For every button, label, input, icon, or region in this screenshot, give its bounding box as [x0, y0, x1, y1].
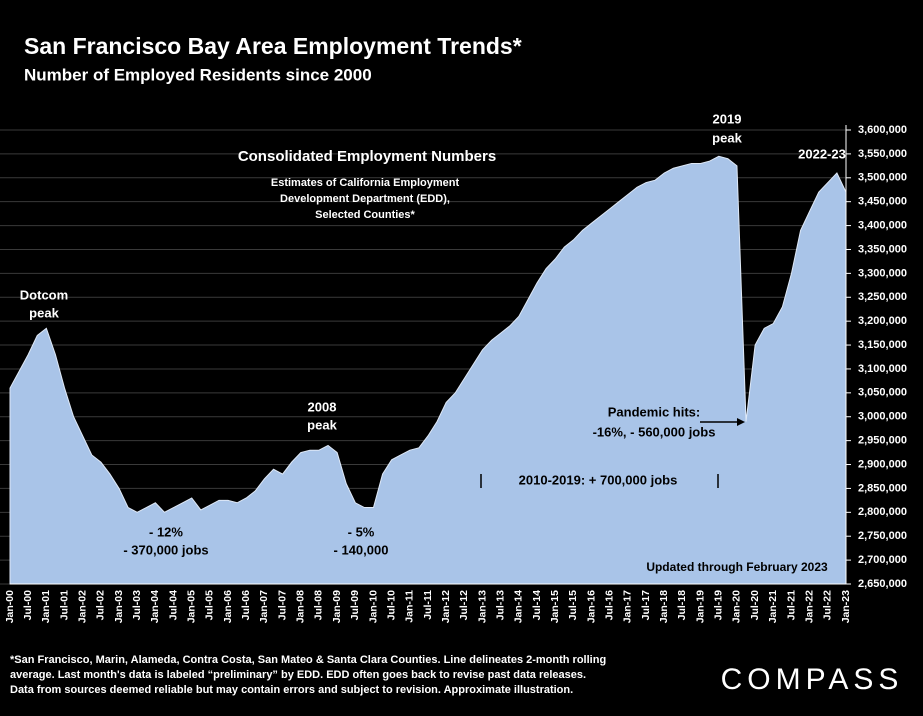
y-tick-label: 2,900,000 — [858, 458, 907, 470]
x-tick-label: Jan-10 — [367, 590, 379, 623]
x-tick-label: Jan-22 — [803, 590, 815, 623]
y-tick-label: 3,550,000 — [858, 148, 907, 160]
x-tick-label: Jan-17 — [622, 590, 634, 623]
x-tick-label: Jan-09 — [331, 590, 343, 623]
annotation: peak — [307, 417, 337, 432]
x-tick-label: Jul-22 — [822, 590, 834, 621]
x-tick-label: Jul-18 — [676, 590, 688, 621]
x-tick-label: Jan-14 — [513, 590, 525, 623]
annotation: Consolidated Employment Numbers — [238, 148, 496, 165]
y-tick-label: 3,600,000 — [858, 124, 907, 136]
y-tick-label: 2,800,000 — [858, 506, 907, 518]
x-tick-label: Jul-00 — [22, 590, 34, 621]
x-tick-label: Jul-03 — [131, 590, 143, 621]
chart-title: San Francisco Bay Area Employment Trends… — [24, 33, 522, 59]
x-tick-label: Jan-21 — [767, 590, 779, 623]
x-tick-label: Jan-15 — [549, 590, 561, 623]
x-tick-label: Jan-05 — [186, 590, 198, 623]
x-tick-label: Jul-16 — [604, 590, 616, 621]
footnote: average. Last month's data is labeled “p… — [10, 669, 586, 681]
x-tick-label: Jul-19 — [713, 590, 725, 621]
y-tick-label: 2,750,000 — [858, 530, 907, 542]
x-tick-label: Jan-01 — [40, 590, 52, 623]
y-tick-label: 3,250,000 — [858, 291, 907, 303]
y-tick-label: 3,350,000 — [858, 243, 907, 255]
x-tick-label: Jan-20 — [731, 590, 743, 623]
x-tick-label: Jul-09 — [349, 590, 361, 621]
x-tick-label: Jul-02 — [95, 590, 107, 621]
y-tick-label: 3,150,000 — [858, 339, 907, 351]
x-tick-label: Jan-19 — [694, 590, 706, 623]
x-tick-label: Jan-03 — [113, 590, 125, 623]
y-tick-label: 3,500,000 — [858, 172, 907, 184]
annotation: 2008 — [308, 399, 337, 414]
x-tick-label: Jul-04 — [167, 590, 179, 621]
y-tick-label: 2,950,000 — [858, 435, 907, 447]
annotation: 2010-2019: + 700,000 jobs — [519, 472, 678, 487]
x-tick-label: Jan-00 — [4, 590, 16, 623]
footnote: *San Francisco, Marin, Alameda, Contra C… — [10, 654, 606, 666]
x-tick-label: Jan-13 — [476, 590, 488, 623]
x-tick-label: Jul-11 — [422, 590, 434, 620]
x-tick-label: Jul-12 — [458, 590, 470, 621]
x-tick-label: Jul-20 — [749, 590, 761, 621]
x-tick-label: Jul-05 — [204, 590, 216, 621]
y-tick-label: 2,700,000 — [858, 554, 907, 566]
annotation: Pandemic hits: — [608, 404, 700, 419]
footnote: Data from sources deemed reliable but ma… — [10, 684, 573, 696]
x-tick-label: Jan-02 — [76, 590, 88, 623]
annotation: - 370,000 jobs — [123, 542, 208, 557]
plot-area: 2,650,000 2,700,000 2,750,000 2,800,000 2,85… — [0, 124, 907, 623]
y-tick-label: 3,200,000 — [858, 315, 907, 327]
annotation: 2019 — [713, 111, 742, 126]
x-tick-label: Jul-08 — [313, 590, 325, 621]
y-tick-label: 3,100,000 — [858, 363, 907, 375]
x-tick-label: Jul-21 — [785, 590, 797, 621]
annotation: - 140,000 — [334, 542, 389, 557]
chart-subtitle: Number of Employed Residents since 2000 — [24, 65, 372, 84]
x-tick-label: Jan-08 — [295, 590, 307, 623]
arrow-head — [737, 418, 745, 426]
x-tick-label: Jul-10 — [385, 590, 397, 621]
annotation: - 5% — [348, 524, 375, 539]
annotation: - 12% — [149, 524, 183, 539]
x-tick-label: Jan-16 — [585, 590, 597, 623]
x-tick-label: Jul-17 — [640, 590, 652, 621]
x-tick-label: Jan-06 — [222, 590, 234, 623]
x-tick-label: Jul-06 — [240, 590, 252, 621]
y-tick-label: 3,050,000 — [858, 387, 907, 399]
x-tick-label: Jul-14 — [531, 590, 543, 621]
x-tick-label: Jan-11 — [404, 590, 416, 623]
area — [9, 155, 847, 585]
x-tick-label: Jan-12 — [440, 590, 452, 623]
y-tick-label: 3,400,000 — [858, 219, 907, 231]
logo: COMPASS — [721, 663, 904, 696]
annotation: 2022-23 — [798, 146, 846, 161]
y-tick-label: 2,650,000 — [858, 578, 907, 590]
x-tick-label: Jan-04 — [149, 590, 161, 623]
annotations: Consolidated Employment Numbers Estimate… — [20, 111, 846, 574]
annotation: Updated through February 2023 — [646, 560, 828, 574]
y-tick-label: 2,850,000 — [858, 482, 907, 494]
x-tick-label: Jan-23 — [840, 590, 852, 623]
x-tick-label: Jul-15 — [567, 590, 579, 621]
x-tick-label: Jul-01 — [58, 590, 70, 621]
y-tick-label: 3,300,000 — [858, 267, 907, 279]
x-tick-label: Jan-18 — [658, 590, 670, 623]
y-tick-label: 3,000,000 — [858, 411, 907, 423]
x-tick-label: Jul-07 — [276, 590, 288, 621]
annotation: Development Department (EDD), — [280, 193, 450, 205]
annotation: Selected Counties* — [315, 209, 415, 221]
annotation: -16%, - 560,000 jobs — [593, 424, 716, 439]
x-tick-label: Jan-07 — [258, 590, 270, 623]
x-tick-label: Jul-13 — [494, 590, 506, 621]
annotation: peak — [712, 130, 742, 145]
annotation: Dotcom — [20, 287, 68, 302]
annotation: Estimates of California Employment — [271, 177, 460, 189]
y-tick-label: 3,450,000 — [858, 196, 907, 208]
annotation: peak — [29, 305, 59, 320]
